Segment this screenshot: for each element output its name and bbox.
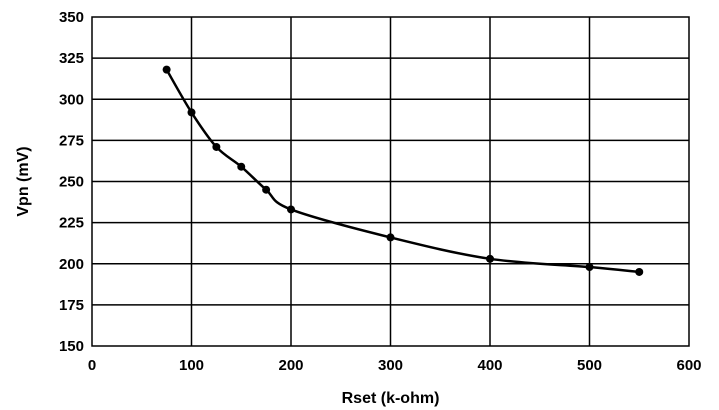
- data-point: [187, 108, 196, 117]
- x-axis-ticks: 0 100 200 300 400 500 600: [88, 357, 702, 374]
- plot-area: [91, 16, 690, 347]
- x-tick-label: 400: [477, 357, 502, 374]
- y-tick-label: 225: [59, 215, 84, 232]
- x-tick-label: 600: [676, 357, 701, 374]
- data-point: [486, 254, 494, 263]
- grid-lines: [92, 17, 689, 346]
- y-tick-label: 350: [59, 9, 84, 26]
- y-tick-label: 200: [59, 256, 84, 273]
- data-point: [287, 205, 295, 214]
- y-tick-label: 275: [59, 132, 84, 149]
- y-tick-label: 150: [59, 338, 84, 355]
- data-point: [262, 185, 271, 194]
- x-tick-label: 500: [577, 357, 602, 374]
- series-layer: [162, 65, 644, 276]
- x-tick-label: 100: [179, 357, 204, 374]
- y-tick-label: 175: [59, 297, 84, 314]
- data-point: [212, 142, 221, 151]
- data-point: [237, 162, 246, 171]
- data-point: [585, 263, 594, 272]
- x-tick-label: 200: [278, 357, 303, 374]
- data-point: [635, 267, 644, 276]
- y-axis-label: Vpn (mV): [15, 146, 32, 216]
- x-tick-label: 0: [88, 357, 96, 374]
- data-point: [386, 233, 395, 242]
- y-tick-label: 250: [59, 174, 84, 191]
- data-point: [162, 65, 171, 74]
- y-axis-ticks: 150 175 200 225 250 275 300 325 350: [59, 9, 84, 355]
- x-axis-label: Rset (k-ohm): [342, 390, 440, 407]
- y-tick-label: 325: [59, 50, 84, 67]
- y-tick-label: 300: [59, 91, 84, 108]
- x-tick-label: 300: [378, 357, 403, 374]
